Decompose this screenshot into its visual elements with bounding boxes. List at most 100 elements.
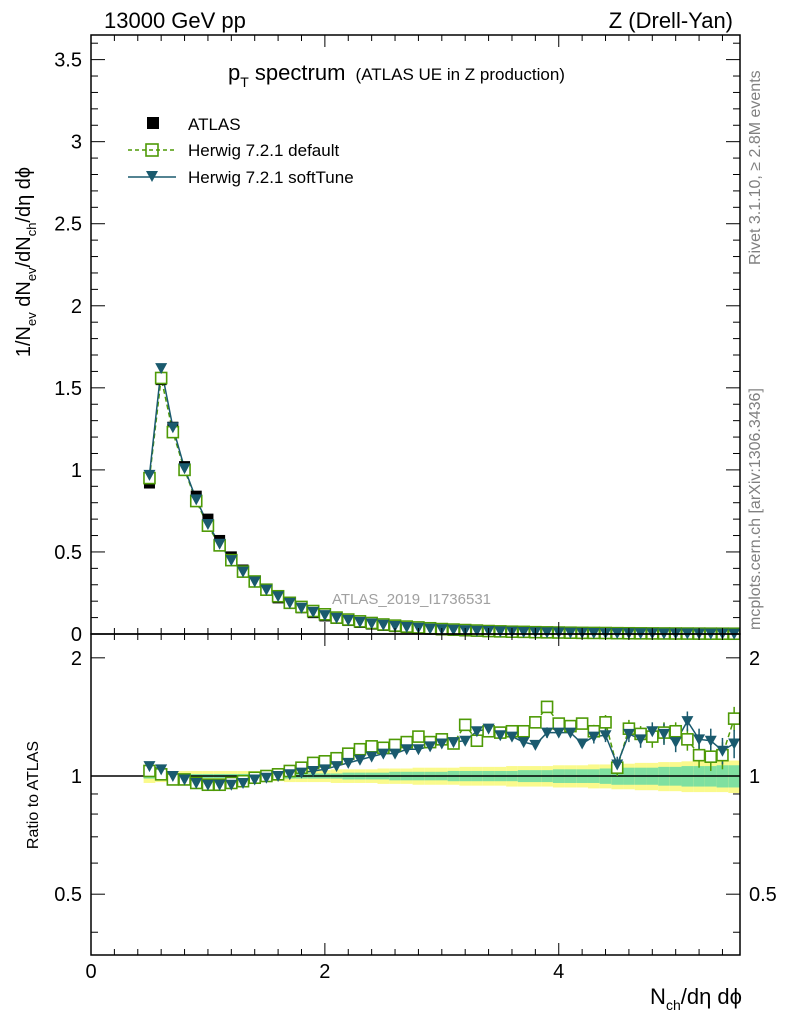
softtune-ratio-point <box>307 765 320 777</box>
softtune-point <box>307 606 320 618</box>
xlabel: Nch/dη dϕ <box>650 984 742 1013</box>
softtune-point <box>342 615 355 627</box>
ylabel-top: 1/Nev dNev/dNch/dη dϕ <box>13 167 39 357</box>
softtune-ratio-point <box>143 761 156 773</box>
softtune-ratio-point <box>622 728 635 740</box>
header-right: Z (Drell-Yan) <box>609 8 733 33</box>
softtune-point <box>260 584 273 596</box>
softtune-ratio-point <box>681 716 694 728</box>
softtune-ratio-point <box>693 734 706 746</box>
softtune-point <box>155 363 168 375</box>
softtune-ratio-point <box>576 738 589 750</box>
softtune-point <box>143 469 156 481</box>
softtune-ratio-point <box>459 735 472 747</box>
softtune-point <box>447 624 460 636</box>
default-ratio-point <box>353 742 367 756</box>
softtune-ratio-point <box>166 771 179 783</box>
softtune-ratio-point <box>541 727 554 739</box>
legend: ATLAS Herwig 7.2.1 default Herwig 7.2.1 … <box>128 115 354 187</box>
legend-label-default: Herwig 7.2.1 default <box>188 141 339 160</box>
analysis-watermark: ATLAS_2019_I1736531 <box>332 591 491 608</box>
softtune-ratio-point <box>657 728 670 740</box>
softtune-ratio-point <box>330 761 343 773</box>
softtune-ratio-point <box>295 767 308 779</box>
softtune-point <box>295 602 308 614</box>
y-tick-label: 3.5 <box>54 50 82 72</box>
default-ratio-point <box>341 747 355 760</box>
softtune-ratio-point <box>353 754 366 766</box>
softtune-point <box>272 591 285 603</box>
title-sub: T <box>240 74 249 90</box>
softtune-ratio-point <box>505 731 518 743</box>
y-tick-label: 0 <box>71 624 82 646</box>
default-ratio-point <box>552 717 566 730</box>
softtune-point <box>283 597 296 609</box>
softtune-point <box>237 566 250 578</box>
softtune-ratio-point <box>424 741 437 753</box>
y-tick-label: 2 <box>71 296 82 318</box>
softtune-point <box>494 626 507 638</box>
legend-marker-atlas <box>147 117 159 129</box>
title-suffix: (ATLAS UE in Z production) <box>356 65 565 84</box>
softtune-point <box>213 538 226 550</box>
y-tick-label: 2.5 <box>54 214 82 236</box>
softtune-ratio-point <box>611 759 624 771</box>
softtune-ratio-point <box>225 779 238 791</box>
softtune-point <box>389 620 402 632</box>
softtune-point <box>166 422 179 434</box>
legend-marker-softtune <box>146 171 158 182</box>
softtune-point <box>353 616 366 628</box>
legend-label-atlas: ATLAS <box>188 115 241 134</box>
softtune-ratio-point <box>377 748 390 760</box>
softtune-ratio-point <box>529 739 542 751</box>
axes: 0 2 400.511.522.533.50.5 0.51 12 2 <box>54 34 777 983</box>
softtune-ratio-point <box>587 731 600 743</box>
softtune-ratio-point <box>400 744 413 756</box>
softtune-ratio-point <box>435 738 448 750</box>
default-ratio-point <box>458 718 472 732</box>
y-tick-label: 0.5 <box>54 542 82 564</box>
softtune-ratio-point <box>389 748 402 760</box>
softtune-ratio-point <box>716 745 729 757</box>
mcplots-label: mcplots.cern.ch [arXiv:1306.3436] <box>747 388 764 630</box>
softtune-point <box>330 612 343 624</box>
ratio-y-tick-label-left: 0.5 <box>54 884 82 906</box>
softtune-ratio-point <box>318 764 331 776</box>
y-tick-label: 1.5 <box>54 378 82 400</box>
softtune-point <box>248 576 261 588</box>
default-ratio-point <box>365 740 378 753</box>
rivet-label: Rivet 3.1.10, ≥ 2.8M events <box>747 70 764 265</box>
softtune-point <box>470 625 483 637</box>
softtune-ratio-point <box>447 737 460 749</box>
ratio-y-tick-label-right: 2 <box>749 648 760 670</box>
plot-title: pT spectrum (ATLAS UE in Z production) <box>228 60 565 90</box>
softtune-point <box>201 519 214 531</box>
default-ratio-point <box>575 717 589 730</box>
softtune-ratio-point <box>552 727 565 739</box>
default-ratio-point <box>529 716 542 729</box>
y-tick-label: 1 <box>71 460 82 482</box>
softtune-point <box>190 494 203 506</box>
x-tick-label: 0 <box>85 961 96 983</box>
title-rest: spectrum <box>249 60 346 85</box>
default-ratio-point <box>517 724 530 738</box>
softtune-ratio-point <box>728 738 741 750</box>
default-ratio-point <box>540 700 554 714</box>
legend-marker-default <box>145 143 159 157</box>
softtune-point <box>178 463 191 475</box>
softtune-ratio-point <box>237 777 250 789</box>
softtune-ratio-point <box>178 774 191 786</box>
softtune-point <box>365 618 378 630</box>
softtune-point <box>318 610 331 622</box>
softtune-point <box>424 623 437 635</box>
bottom-panel-frame <box>90 633 741 956</box>
softtune-ratio-point <box>213 779 226 791</box>
softtune-point <box>225 555 238 567</box>
title-p: p <box>228 60 240 85</box>
ratio-y-tick-label-right: 1 <box>749 766 760 788</box>
softtune-ratio-point <box>564 727 577 739</box>
default-ratio-point <box>599 716 612 729</box>
softtune-ratio-point <box>704 735 717 747</box>
softtune-ratio-point <box>517 737 530 749</box>
